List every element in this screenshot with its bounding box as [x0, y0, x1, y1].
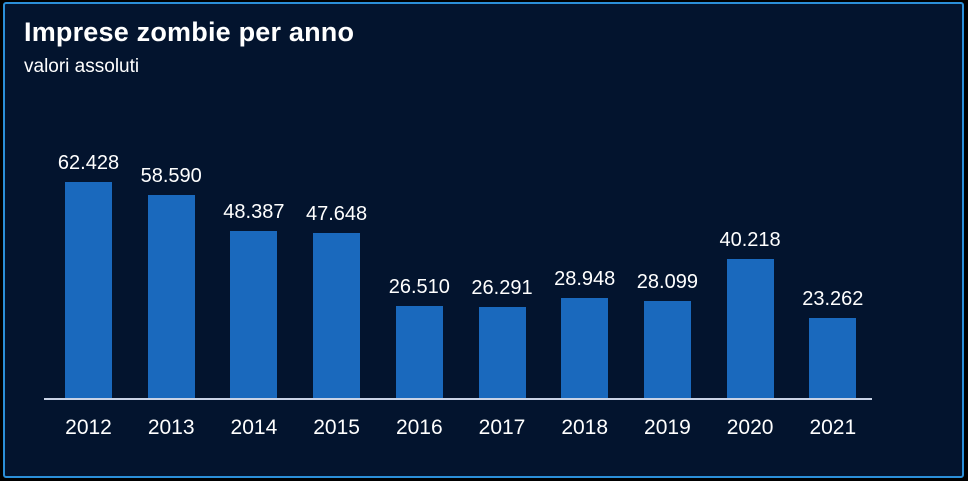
bar [726, 259, 774, 398]
chart-panel: Imprese zombie per anno valori assoluti … [3, 2, 964, 478]
plot-area: 62.428 2012 58.590 2013 48.387 2014 47.648 2015… [44, 142, 873, 439]
bar-value-label: 47.648 [306, 203, 368, 225]
bar-group: 26.291 2017 [462, 277, 542, 439]
x-tick-label: 2018 [561, 416, 609, 439]
bar [147, 195, 195, 398]
x-tick-label: 2019 [644, 416, 691, 439]
bar-value-label: 26.510 [388, 276, 450, 298]
x-tick-label: 2013 [147, 416, 195, 439]
bar-group: 48.387 2014 [214, 201, 294, 439]
x-tick-label: 2020 [726, 416, 774, 439]
chart-subtitle: valori assoluti [24, 56, 140, 77]
bar-group: 62.428 2012 [49, 152, 129, 439]
bar [313, 233, 361, 398]
bar-group: 23.262 2021 [793, 288, 873, 439]
x-tick-label: 2015 [313, 416, 360, 439]
bar [230, 231, 278, 398]
bar [395, 306, 443, 398]
bar [65, 182, 112, 398]
bar-group: 47.648 2015 [297, 203, 377, 439]
x-tick-label: 2012 [65, 416, 112, 439]
bar-value-label: 40.218 [719, 229, 781, 251]
x-tick-label: 2014 [230, 416, 278, 439]
bar-value-label: 48.387 [223, 201, 285, 223]
x-tick-label: 2016 [395, 416, 443, 439]
x-axis-line [44, 398, 872, 400]
bar [643, 301, 691, 398]
bar-value-label: 28.099 [636, 271, 698, 293]
bar-value-label: 58.590 [140, 165, 202, 187]
bar-group: 28.099 2019 [627, 271, 707, 439]
bar-group: 28.948 2018 [545, 268, 625, 439]
bar-group: 58.590 2013 [131, 165, 211, 439]
bar-value-label: 28.948 [554, 268, 616, 290]
bar [478, 307, 526, 398]
x-tick-label: 2021 [809, 416, 857, 439]
bar-group: 26.510 2016 [379, 276, 459, 439]
x-tick-label: 2017 [478, 416, 526, 439]
bar-value-label: 62.428 [57, 152, 120, 174]
bar [561, 298, 609, 398]
chart-title: Imprese zombie per anno [24, 17, 355, 47]
bar-group: 40.218 2020 [710, 229, 790, 439]
bar-value-label: 23.262 [802, 288, 864, 310]
bar-value-label: 26.291 [471, 277, 533, 299]
bar [809, 318, 857, 398]
